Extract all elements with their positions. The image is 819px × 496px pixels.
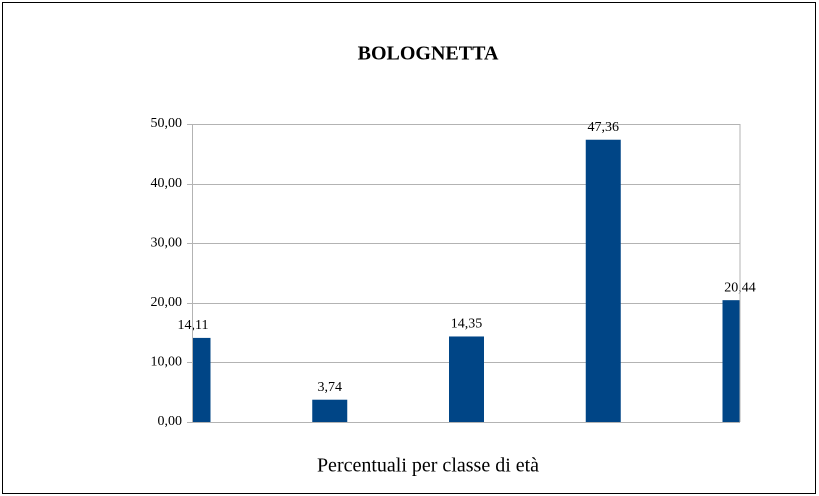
y-tick-label: 30,00 xyxy=(151,235,183,250)
y-tick-label: 0,00 xyxy=(158,414,183,429)
bar xyxy=(722,300,740,422)
y-tick-label: 40,00 xyxy=(151,176,183,191)
bar xyxy=(193,337,211,422)
chart-title: BOLOGNETTA xyxy=(358,43,499,65)
y-tick-label: 20,00 xyxy=(151,295,183,310)
bar xyxy=(312,399,348,422)
data-label: 3,74 xyxy=(318,380,343,395)
y-tick-label: 50,00 xyxy=(151,116,183,131)
bars xyxy=(193,139,740,422)
grid: 0,00 10,00 20,00 30,00 40,00 50,00 xyxy=(151,116,740,429)
x-axis-title: Percentuali per classe di età xyxy=(317,455,539,477)
data-label: 47,36 xyxy=(588,120,620,135)
bar xyxy=(585,139,621,422)
y-tick-label: 10,00 xyxy=(151,355,183,370)
data-label: 14,35 xyxy=(451,317,483,332)
bar xyxy=(449,336,484,422)
